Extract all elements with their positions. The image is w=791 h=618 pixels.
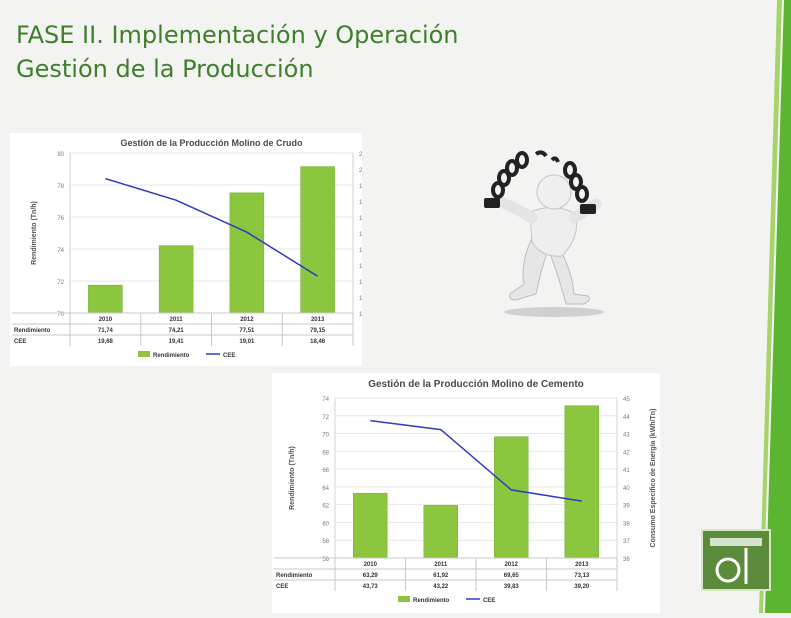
cemento-y2tick-label: 44 — [623, 415, 630, 421]
crudo-bar-2012 — [229, 192, 265, 314]
crudo-cee-value: 19,68 — [98, 339, 114, 345]
cemento-y2tick-label: 39 — [623, 504, 630, 510]
crudo-y2tick-label: 18 — [359, 264, 362, 270]
cemento-cee-value: 39,20 — [574, 584, 590, 590]
crudo-rendimiento-value: 79,15 — [310, 328, 326, 334]
cemento-bar-2010 — [353, 492, 388, 559]
crudo-cee-value: 18,46 — [310, 339, 326, 345]
cemento-ytick-label: 62 — [322, 504, 329, 510]
cemento-rendimiento-value: 63,29 — [363, 573, 379, 579]
cemento-ytick-label: 74 — [322, 397, 329, 403]
crudo-category-label: 2013 — [311, 317, 325, 323]
cemento-category-label: 2011 — [434, 562, 448, 568]
cemento-y2tick-label: 41 — [623, 468, 630, 474]
crudo-y2tick-label: 18 — [359, 280, 362, 286]
cemento-bar-2011 — [423, 505, 458, 559]
crudo-y2tick-label: 19 — [359, 248, 362, 254]
crudo-rendimiento-value: 74,21 — [169, 328, 185, 334]
crudo-cee-value: 19,01 — [239, 339, 255, 345]
slide-title: FASE II. Implementación y Operación Gest… — [16, 18, 459, 86]
crudo-rendimiento-value: 77,51 — [239, 328, 255, 334]
cemento-ytick-label: 70 — [322, 433, 329, 439]
crudo-ytick-label: 76 — [57, 216, 64, 222]
crudo-y2tick-label: 19 — [359, 216, 362, 222]
crudo-y2tick-label: 18 — [359, 296, 362, 302]
cemento-row-label-rendimiento: Rendimiento — [276, 573, 313, 579]
cemento-y2tick-label: 45 — [623, 397, 630, 403]
crudo-y2tick-label: 19 — [359, 184, 362, 190]
cemento-y2tick-label: 40 — [623, 486, 630, 492]
cemento-cee-line — [370, 419, 582, 502]
crudo-cee-line — [105, 177, 318, 277]
cemento-ytick-label: 72 — [322, 415, 329, 421]
cemento-ylabel: Rendimiento (Tn/h) — [289, 446, 296, 510]
cemento-legend-rendimiento: Rendimiento — [413, 598, 450, 604]
cemento-ytick-label: 56 — [322, 557, 329, 563]
cemento-y2tick-label: 43 — [623, 433, 630, 439]
crudo-y2tick-label: 20 — [359, 168, 362, 174]
cemento-title: Gestión de la Producción Molino de Cemen… — [368, 379, 584, 390]
cemento-rendimiento-value: 69,65 — [504, 573, 520, 579]
cemento-cee-value: 43,22 — [433, 584, 449, 590]
crudo-row-label-cee: CEE — [14, 339, 26, 345]
cemento-category-label: 2010 — [364, 562, 378, 568]
chart-molino-cemento-svg: Gestión de la Producción Molino de Cemen… — [274, 379, 657, 604]
crudo-title: Gestión de la Producción Molino de Crudo — [120, 138, 303, 148]
slide-title-line-2: Gestión de la Producción — [16, 55, 314, 83]
crudo-category-label: 2012 — [240, 317, 254, 323]
person-breaking-chains-icon — [484, 150, 604, 317]
crudo-cee-value: 19,41 — [169, 339, 185, 345]
company-logo-icon — [701, 529, 771, 591]
crudo-bar-2013 — [300, 166, 335, 314]
chart-molino-cemento: Gestión de la Producción Molino de Cemen… — [272, 373, 660, 613]
cemento-y2tick-label: 42 — [623, 450, 630, 456]
cemento-cee-value: 43,73 — [363, 584, 379, 590]
cemento-rendimiento-value: 61,92 — [433, 573, 449, 579]
chart-molino-crudo: Gestión de la Producción Molino de Crudo… — [10, 133, 382, 366]
crudo-ytick-label: 80 — [57, 152, 64, 158]
crudo-ytick-label: 70 — [57, 312, 64, 318]
crudo-rendimiento-value: 71,74 — [98, 328, 114, 334]
crudo-legend-rendimiento: Rendimiento — [153, 353, 190, 359]
crudo-legend-bar-swatch — [138, 351, 150, 357]
cemento-legend-bar-swatch — [398, 596, 410, 602]
cemento-ytick-label: 64 — [322, 486, 329, 492]
green-stripe-decoration — [759, 0, 791, 613]
cemento-category-label: 2013 — [575, 562, 589, 568]
crudo-bar-2011 — [158, 245, 194, 314]
cemento-legend-cee: CEE — [483, 598, 495, 604]
cemento-y2label: Consumo Específico de Energía (kWh/Tn) — [650, 409, 657, 548]
cemento-y2tick-label: 38 — [623, 521, 630, 527]
slide-title-line-1: FASE II. Implementación y Operación — [16, 21, 459, 49]
cemento-row-label-cee: CEE — [276, 584, 288, 590]
crudo-category-label: 2011 — [170, 317, 184, 323]
chart-molino-crudo-svg: Gestión de la Producción Molino de Crudo… — [12, 138, 382, 359]
crudo-ylabel: Rendimiento (Tn/h) — [31, 201, 38, 265]
cemento-ytick-label: 60 — [322, 521, 329, 527]
crudo-legend-cee: CEE — [223, 353, 235, 359]
cemento-bar-2013 — [564, 405, 599, 559]
cemento-cee-value: 39,83 — [504, 584, 520, 590]
crudo-row-label-rendimiento: Rendimiento — [14, 328, 51, 334]
crudo-y2tick-label: 19 — [359, 200, 362, 206]
cemento-y2tick-label: 36 — [623, 557, 630, 563]
crudo-y2tick-label: 18 — [359, 312, 362, 318]
crudo-y2tick-label: 19 — [359, 232, 362, 238]
cemento-ytick-label: 66 — [322, 468, 329, 474]
cemento-bar-2012 — [494, 436, 529, 559]
cemento-y2tick-label: 37 — [623, 539, 630, 545]
cemento-ytick-label: 58 — [322, 539, 329, 545]
crudo-y2tick-label: 20 — [359, 152, 362, 158]
crudo-ytick-label: 72 — [57, 280, 64, 286]
cemento-category-label: 2012 — [505, 562, 519, 568]
cemento-rendimiento-value: 73,13 — [574, 573, 590, 579]
crudo-ytick-label: 74 — [57, 248, 64, 254]
crudo-bar-2010 — [88, 284, 123, 314]
cemento-ytick-label: 68 — [322, 450, 329, 456]
crudo-category-label: 2010 — [99, 317, 113, 323]
crudo-ytick-label: 78 — [57, 184, 64, 190]
